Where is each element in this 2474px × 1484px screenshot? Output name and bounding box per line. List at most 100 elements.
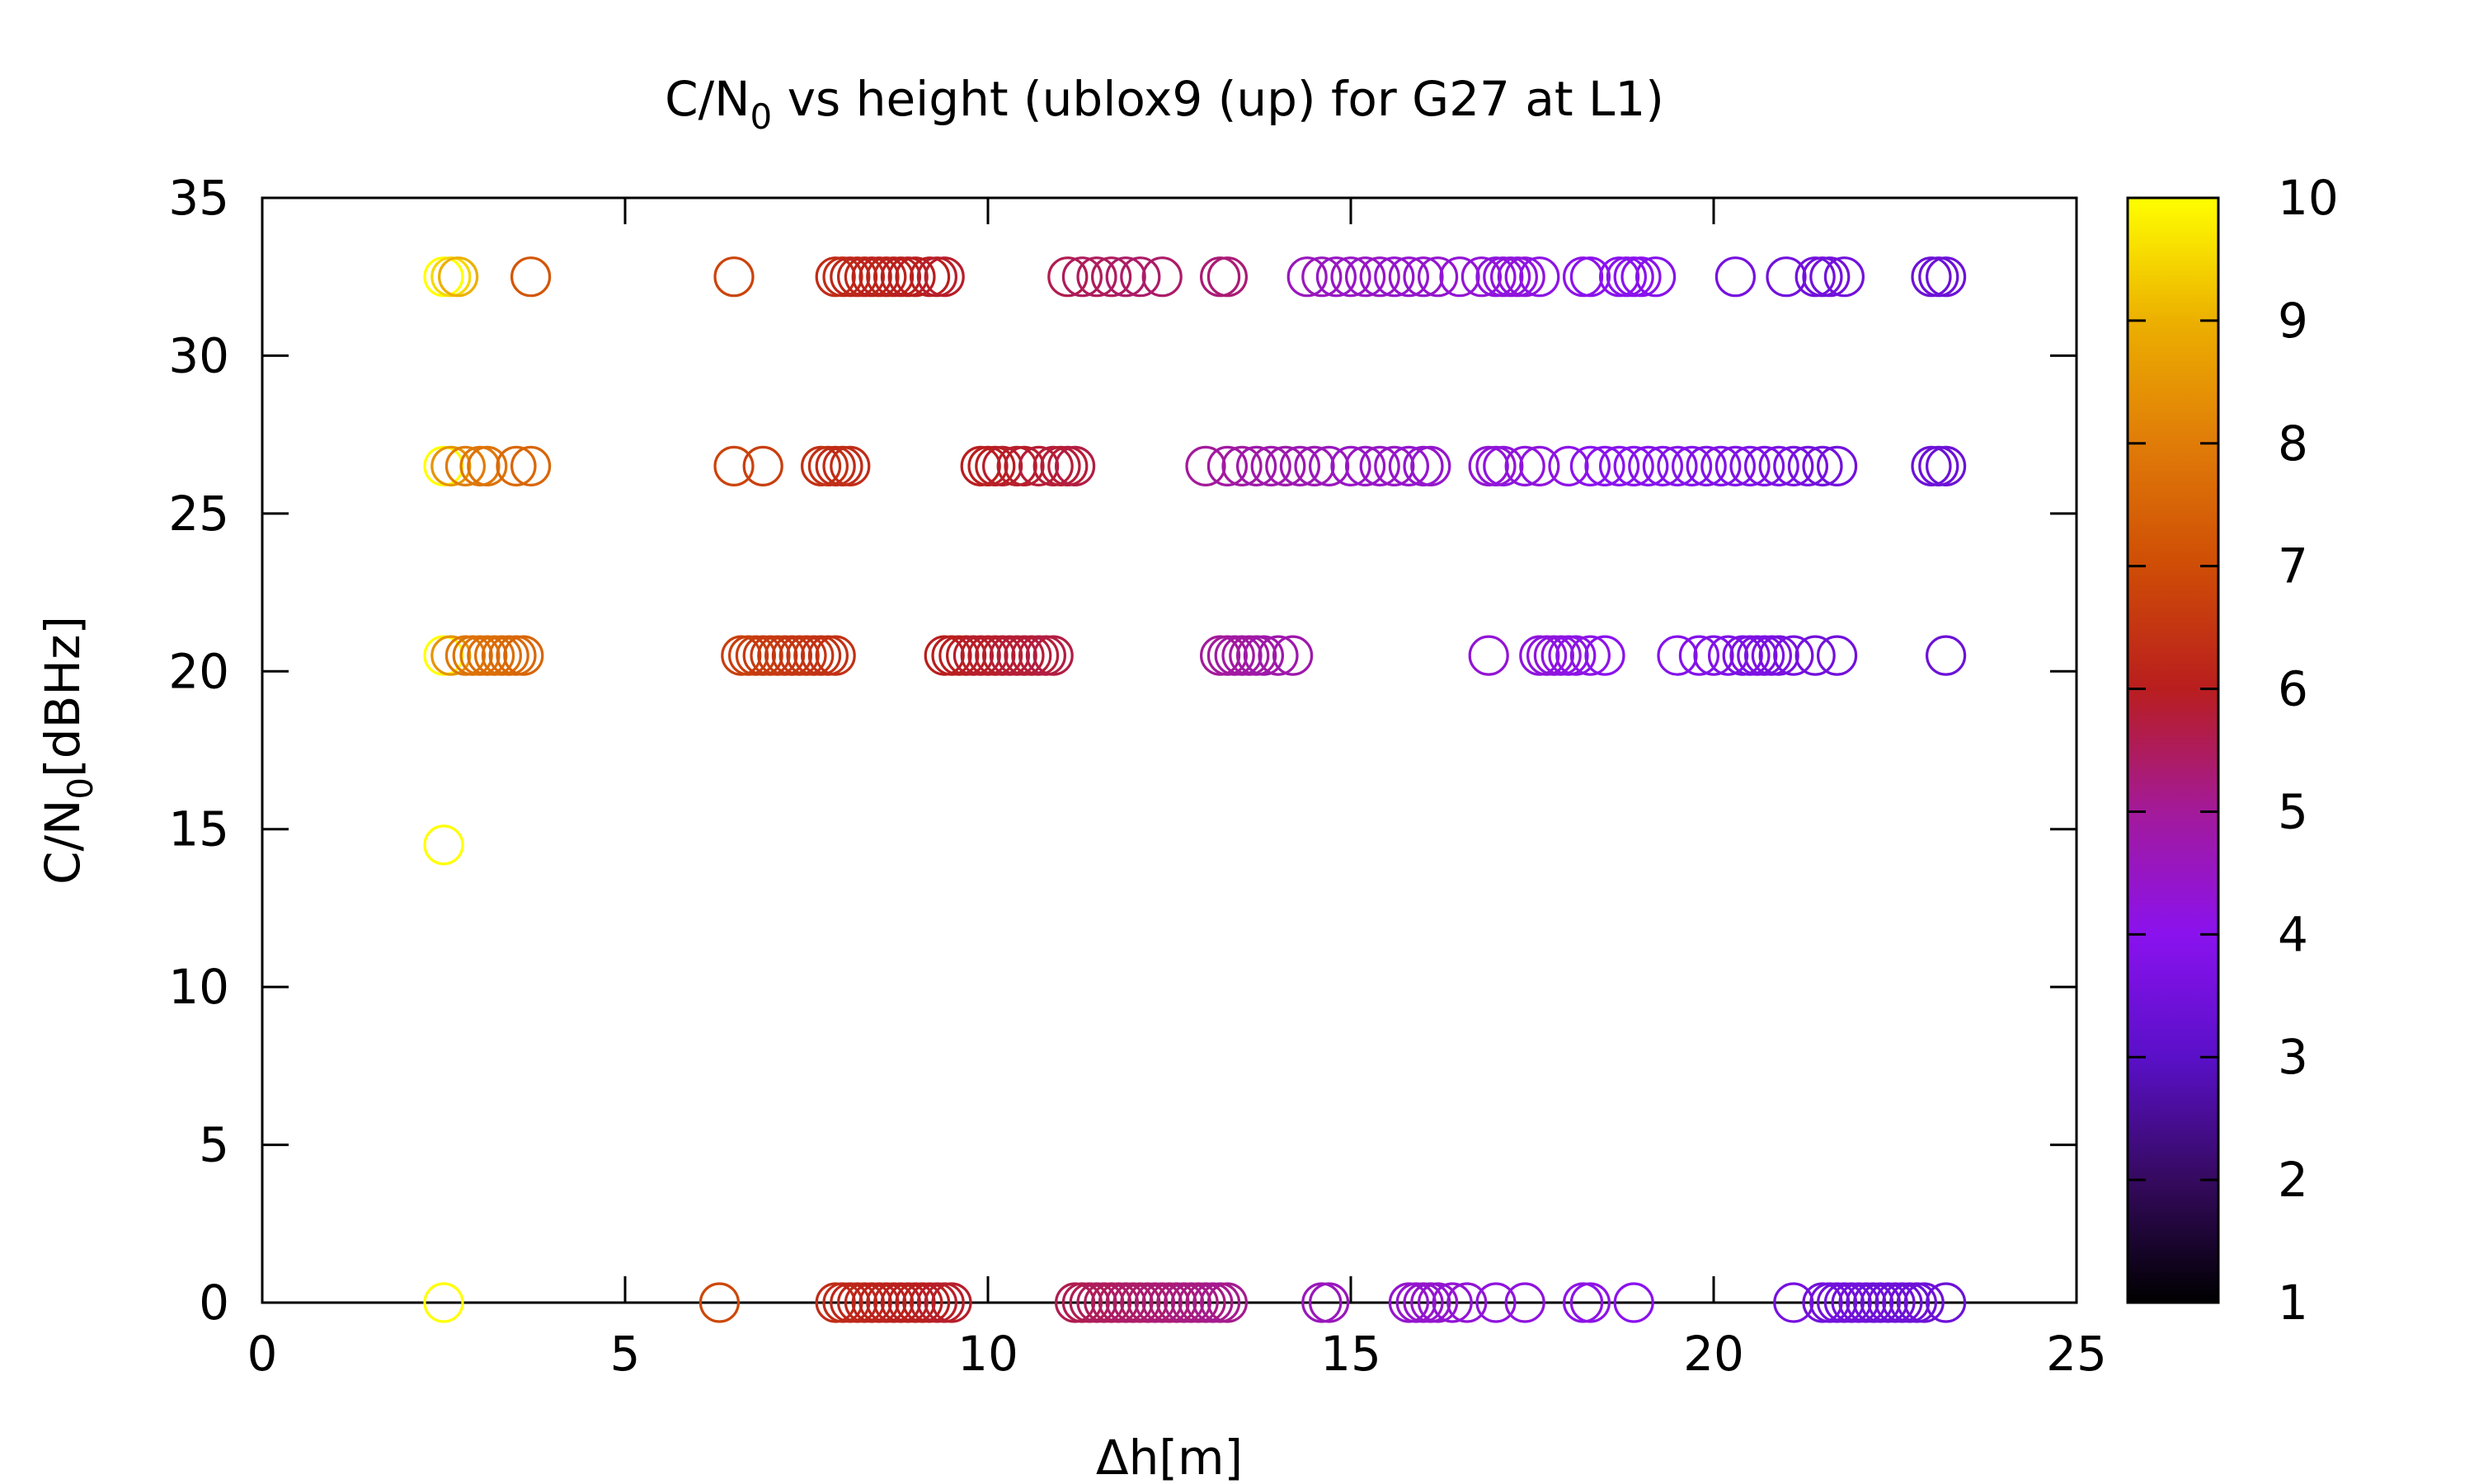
data-point bbox=[1460, 256, 1503, 298]
data-point bbox=[1903, 1282, 1945, 1323]
plot-area bbox=[261, 196, 2078, 1304]
data-point bbox=[721, 635, 762, 676]
x-tick-label: 5 bbox=[610, 1326, 641, 1382]
data-point bbox=[1722, 635, 1763, 676]
x-tick-label: 15 bbox=[1320, 1326, 1381, 1382]
data-point bbox=[1831, 1282, 1872, 1323]
data-point bbox=[1489, 256, 1531, 298]
data-point bbox=[1185, 445, 1226, 487]
data-point bbox=[866, 1282, 907, 1323]
data-point bbox=[967, 445, 1009, 487]
data-point bbox=[1672, 445, 1713, 487]
data-point bbox=[1744, 445, 1785, 487]
data-point bbox=[1773, 445, 1814, 487]
data-point bbox=[1330, 256, 1371, 298]
data-point bbox=[1613, 1282, 1654, 1323]
data-point bbox=[1802, 256, 1843, 298]
data-point bbox=[698, 1282, 741, 1323]
data-point bbox=[836, 256, 878, 298]
data-point bbox=[938, 635, 980, 676]
data-point bbox=[1090, 1282, 1132, 1323]
data-point bbox=[1519, 445, 1560, 487]
data-point bbox=[1889, 1282, 1931, 1323]
data-point bbox=[1867, 1282, 1908, 1323]
data-point bbox=[1809, 1282, 1851, 1323]
data-point bbox=[1882, 1282, 1923, 1323]
data-point bbox=[1802, 445, 1843, 487]
data-point bbox=[437, 256, 479, 298]
data-point bbox=[895, 256, 936, 298]
data-point bbox=[1258, 635, 1299, 676]
data-point bbox=[1475, 445, 1517, 487]
data-point bbox=[887, 1282, 929, 1323]
data-point bbox=[1817, 1282, 1858, 1323]
data-point bbox=[727, 635, 769, 676]
y-tick-label: 15 bbox=[168, 801, 229, 857]
data-point bbox=[1446, 1282, 1488, 1323]
data-point bbox=[1548, 635, 1589, 676]
data-point bbox=[960, 445, 1001, 487]
data-point bbox=[1817, 445, 1858, 487]
data-point bbox=[1141, 1282, 1183, 1323]
data-point bbox=[1686, 445, 1727, 487]
data-point bbox=[800, 445, 842, 487]
x-axis-label: Δh[m] bbox=[1096, 1430, 1243, 1484]
data-point bbox=[1170, 1282, 1212, 1323]
data-point bbox=[1562, 256, 1604, 298]
data-point bbox=[887, 256, 929, 298]
colorbar-tick-label: 8 bbox=[2278, 416, 2308, 472]
data-point bbox=[880, 256, 922, 298]
data-point bbox=[1714, 256, 1756, 298]
data-point bbox=[1388, 445, 1430, 487]
data-point bbox=[1243, 635, 1285, 676]
data-point bbox=[1874, 1282, 1916, 1323]
data-point bbox=[815, 635, 856, 676]
data-point bbox=[1773, 1282, 1814, 1323]
x-tick-label: 25 bbox=[2046, 1326, 2107, 1382]
data-point bbox=[1272, 635, 1314, 676]
data-point bbox=[1548, 445, 1589, 487]
data-point bbox=[830, 445, 871, 487]
data-point bbox=[989, 635, 1031, 676]
data-point bbox=[1090, 256, 1132, 298]
data-point bbox=[1061, 256, 1103, 298]
data-point bbox=[815, 256, 856, 298]
data-point bbox=[981, 445, 1023, 487]
data-point bbox=[1751, 635, 1792, 676]
data-point bbox=[1562, 1282, 1604, 1323]
data-point bbox=[459, 635, 501, 676]
data-point bbox=[807, 445, 849, 487]
data-point bbox=[1388, 1282, 1430, 1323]
colorbar bbox=[2126, 196, 2220, 1304]
data-point bbox=[459, 445, 501, 487]
data-point bbox=[815, 1282, 856, 1323]
data-point bbox=[1642, 445, 1684, 487]
data-point bbox=[757, 635, 798, 676]
data-point bbox=[880, 1282, 922, 1323]
data-point bbox=[916, 256, 958, 298]
data-point bbox=[1708, 635, 1749, 676]
data-point bbox=[1221, 445, 1263, 487]
data-point bbox=[858, 256, 900, 298]
data-point bbox=[496, 445, 537, 487]
data-point bbox=[952, 635, 995, 676]
data-point bbox=[996, 445, 1037, 487]
data-point bbox=[1076, 1282, 1117, 1323]
data-point bbox=[430, 635, 472, 676]
colorbar-tick-label: 2 bbox=[2278, 1152, 2308, 1208]
data-point bbox=[742, 445, 783, 487]
data-point bbox=[1729, 635, 1771, 676]
data-point bbox=[1330, 445, 1371, 487]
data-point bbox=[1700, 445, 1742, 487]
data-point bbox=[1199, 256, 1241, 298]
data-point bbox=[1032, 635, 1074, 676]
data-point bbox=[895, 1282, 936, 1323]
data-point bbox=[1315, 256, 1357, 298]
data-point bbox=[1693, 635, 1734, 676]
data-point bbox=[430, 445, 472, 487]
data-point bbox=[750, 635, 791, 676]
data-point bbox=[800, 635, 842, 676]
data-point bbox=[1809, 256, 1851, 298]
data-point bbox=[1606, 256, 1648, 298]
data-point bbox=[1758, 635, 1799, 676]
